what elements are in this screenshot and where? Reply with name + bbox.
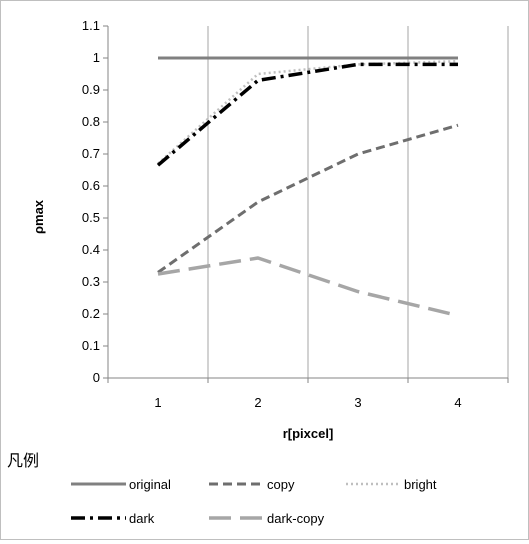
grid-layer [107,26,509,378]
legend-label-original: original [129,477,171,492]
y-tick-label: 0.8 [82,114,100,129]
y-tick-label: 0.1 [82,338,100,353]
y-tick-label: 1.1 [82,18,100,33]
y-tick-label: 1 [93,50,100,65]
legend-label-copy: copy [267,477,295,492]
y-tick-label: 0.6 [82,178,100,193]
legend-label-dark-copy: dark-copy [267,511,325,526]
series-line-copy [157,123,459,274]
y-tick-label: 0.2 [82,306,100,321]
y-axis-title: ρmax [31,199,46,234]
axis-layer: 0 0.1 0.2 0.3 0.4 0.5 0.6 0.7 0.8 0.9 1 1.1 1 2 3 4 [82,18,509,410]
series-line-dark-copy [157,256,459,318]
x-axis-title: r[pixcel] [283,426,334,441]
legend-label-dark: dark [129,511,155,526]
y-tick-label: 0.3 [82,274,100,289]
y-tick-label: 0 [93,370,100,385]
x-tick-label: 1 [154,395,161,410]
x-tick-label: 3 [354,395,361,410]
series-layer [156,56,459,318]
x-tick-label: 2 [254,395,261,410]
legend: original copy bright dark dark-copy [71,477,437,526]
x-tick-label: 4 [454,395,461,410]
series-line-dark [156,62,458,167]
y-tick-label: 0.5 [82,210,100,225]
legend-title: 凡例 [7,451,39,470]
y-tick-label: 0.4 [82,242,100,257]
y-tick-label: 0.7 [82,146,100,161]
y-tick-label: 0.9 [82,82,100,97]
legend-label-bright: bright [404,477,437,492]
